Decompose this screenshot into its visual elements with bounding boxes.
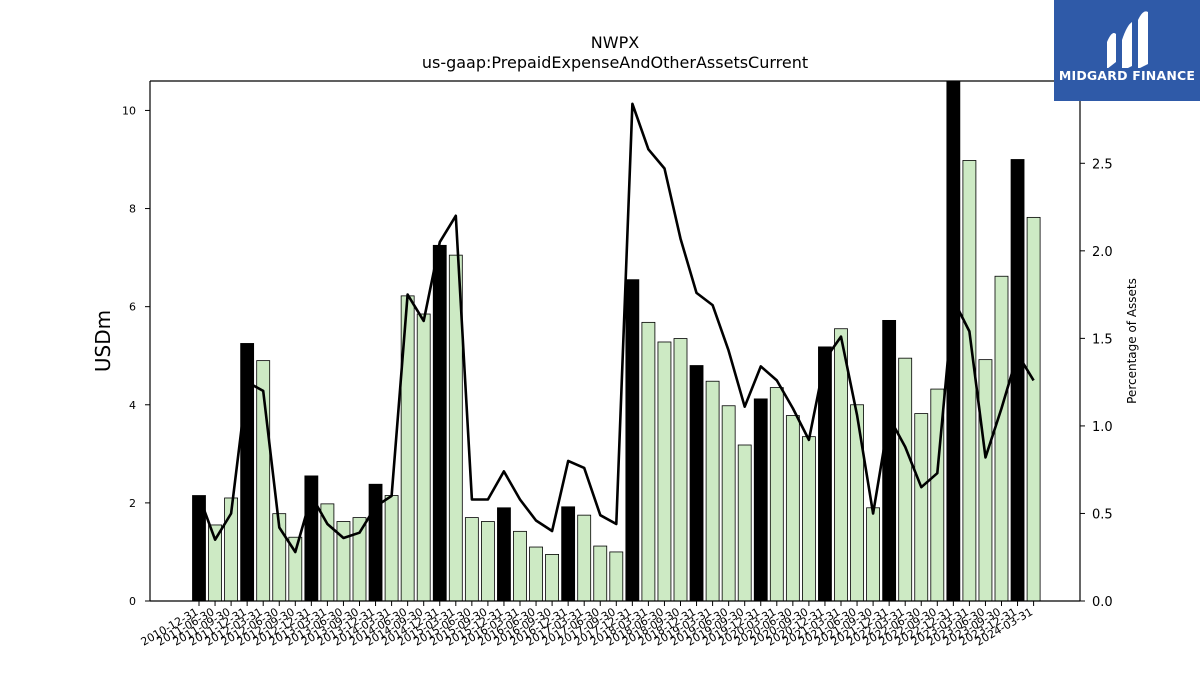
bar bbox=[384, 495, 399, 602]
bar bbox=[352, 517, 367, 602]
y-tick-label: 0 bbox=[129, 595, 136, 608]
bar bbox=[994, 275, 1009, 602]
bar bbox=[769, 387, 784, 602]
bar bbox=[545, 553, 559, 602]
bar bbox=[737, 444, 752, 602]
y-tick-label: 4 bbox=[129, 399, 136, 412]
bar bbox=[962, 160, 977, 602]
bar bbox=[850, 404, 864, 602]
bar bbox=[464, 517, 479, 602]
y2-tick-label: 0.5 bbox=[1092, 507, 1113, 522]
brand-logo: MIDGARD FINANCE bbox=[1054, 0, 1200, 101]
bar bbox=[480, 521, 495, 602]
bar bbox=[657, 341, 672, 602]
bar bbox=[721, 405, 736, 602]
bar bbox=[882, 319, 897, 602]
bar bbox=[978, 359, 993, 602]
bar bbox=[802, 436, 816, 602]
bar bbox=[529, 546, 543, 602]
y2-tick-label: 0.0 bbox=[1092, 595, 1113, 610]
y2-tick-label: 1.0 bbox=[1092, 420, 1113, 435]
y2-tick-label: 2.0 bbox=[1092, 245, 1113, 260]
y2-tick-label: 2.5 bbox=[1092, 157, 1113, 172]
series-line-percentage-of-assets bbox=[197, 102, 1035, 554]
bar bbox=[914, 413, 929, 602]
chart-title: NWPX bbox=[591, 33, 639, 52]
bar bbox=[561, 506, 576, 602]
bar bbox=[641, 321, 656, 602]
bar bbox=[432, 244, 447, 602]
bar bbox=[513, 530, 527, 602]
y2-tick-label: 1.5 bbox=[1092, 332, 1113, 347]
bar bbox=[593, 545, 608, 602]
bar bbox=[866, 507, 880, 602]
bar bbox=[625, 279, 640, 602]
bar bbox=[368, 483, 383, 602]
chart-subtitle: us-gaap:PrepaidExpenseAndOtherAssetsCurr… bbox=[422, 53, 808, 72]
y-axis-label: USDm bbox=[91, 310, 115, 372]
bar bbox=[497, 507, 511, 602]
bar bbox=[1026, 216, 1041, 602]
brand-name: MIDGARD FINANCE bbox=[1058, 68, 1196, 83]
bar bbox=[609, 551, 624, 602]
y-tick-label: 8 bbox=[129, 203, 136, 216]
y-tick-label: 2 bbox=[129, 497, 136, 510]
bar bbox=[705, 380, 720, 602]
midgard-bars-icon bbox=[1107, 11, 1148, 68]
bar bbox=[1010, 159, 1025, 602]
line-group bbox=[197, 102, 1035, 554]
y-tick-label: 10 bbox=[122, 104, 136, 117]
bar bbox=[673, 338, 688, 602]
axes-group: 02468100.00.51.01.52.02.52010-12-312011-… bbox=[122, 80, 1113, 649]
bar bbox=[785, 415, 800, 602]
bar bbox=[577, 514, 592, 602]
y2-axis-label: Percentage of Assets bbox=[1125, 278, 1139, 404]
bar bbox=[689, 365, 704, 602]
bar bbox=[416, 313, 431, 602]
y-tick-label: 6 bbox=[129, 301, 136, 314]
bar bbox=[834, 328, 848, 602]
bar bbox=[753, 398, 768, 602]
bar bbox=[898, 357, 913, 602]
